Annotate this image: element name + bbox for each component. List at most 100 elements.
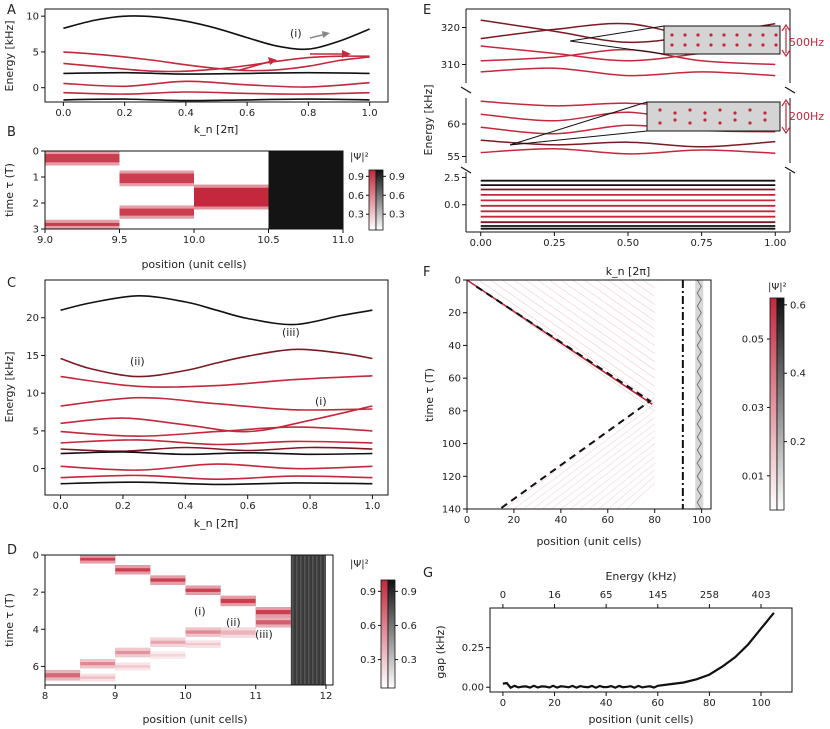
panel-d-wavepacket-block	[185, 627, 221, 637]
panel-f-faint-trace	[595, 279, 655, 322]
panel-a-gray-arrowhead	[322, 31, 330, 38]
panel-f-colorbar-red	[769, 297, 778, 511]
panel-f-faint-trace	[532, 417, 655, 510]
panel-f-colorbar-tick-label-gray: 0.2	[790, 437, 806, 448]
panel-d-wavepacket-edge	[115, 667, 151, 671]
panel-d-wavepacket-edge	[80, 678, 116, 682]
panel-b-colorbar-tick-label-gray: 0.9	[389, 172, 405, 183]
panel-f-colorbar-gray	[776, 297, 785, 511]
panel-d-wavepacket-block	[255, 607, 291, 618]
panel-c-band-line	[60, 375, 373, 388]
panel-b-wavepacket-block	[45, 151, 120, 166]
panel-e-inset-top-marker	[683, 43, 687, 47]
panel-d-wavepacket-edge	[80, 560, 116, 564]
panel-e-inset-mid-marker	[688, 108, 692, 112]
panel-d-ytick-label: 0	[33, 551, 39, 562]
panel-d-wavepacket-block	[220, 595, 256, 607]
panel-g-top-xlabel: Energy (kHz)	[605, 570, 676, 583]
panel-f-colorbar-tick-label-gray: 0.4	[790, 369, 806, 380]
panel-f-ytick-label: 60	[448, 374, 461, 385]
panel-d-colorbar-tick-label-gray: 0.6	[401, 621, 417, 632]
panel-e-inset-top-marker	[709, 43, 713, 47]
panel-e-xtick-label: 1.00	[764, 238, 786, 249]
panel-b-ytick-label: 1	[33, 173, 39, 184]
panel-e-axis-break	[460, 86, 472, 94]
panel-d-wavepacket-edge	[185, 633, 221, 637]
panel-d-colorbar-tick-label-red: 0.3	[360, 655, 376, 666]
panel-c-annotation-iii: (iii)	[282, 326, 300, 339]
panel-c-band-line	[60, 396, 373, 411]
panel-e-inset-top-marker	[722, 33, 726, 37]
panel-d-annotation-iii: (iii)	[255, 628, 273, 641]
panel-b-xtick-label: 10.0	[183, 235, 205, 246]
panel-d-wavepacket-edge	[220, 627, 256, 631]
panel-f-faint-trace	[619, 279, 655, 305]
panel-d-wavepacket-edge	[220, 603, 256, 607]
panel-g-top-tick-label: 403	[751, 590, 770, 601]
panel-g-xtick-label: 80	[703, 698, 716, 709]
panel-f-ytick-label: 120	[442, 472, 461, 483]
panel-e-axis-break	[784, 86, 796, 94]
panel-e-inset-mid-marker	[763, 118, 767, 122]
panel-d-wavepacket-edge	[80, 673, 116, 677]
panel-d-wavepacket-edge	[150, 581, 186, 585]
panel-f-faint-trace	[598, 462, 655, 510]
panel-e-xtick-label: 0.50	[617, 238, 639, 249]
panel-e-inset-mid-marker	[748, 121, 752, 125]
panel-b-wavepacket-block	[119, 170, 194, 187]
panel-g-top-tick-label: 0	[500, 590, 506, 601]
panel-f-xtick-label: 80	[648, 515, 661, 526]
panel-f-faint-trace	[588, 456, 655, 510]
panel-e-gap-label-500: 500Hz	[789, 36, 824, 49]
panel-f-xtick-label: 100	[692, 515, 711, 526]
panel-d-wavepacket-edge	[185, 591, 221, 595]
panel-e-bottom-ytick-label: 0.0	[444, 200, 460, 211]
panel-e-inset-mid-marker	[673, 111, 677, 115]
panel-f-colorbar-tick-label-red: 0.01	[742, 471, 764, 482]
panel-c-ytick-label: 15	[26, 351, 39, 362]
panel-d-wavepacket-edge	[80, 659, 116, 662]
panel-d-colorbar-red	[380, 579, 389, 689]
panel-f-faint-trace	[560, 279, 655, 346]
panel-b-xlabel: position (unit cells)	[141, 258, 246, 271]
panel-e-inset-top-marker	[735, 43, 739, 47]
panel-a-xtick-label: 0.0	[55, 108, 71, 119]
panel-d-xtick-label: 10	[179, 691, 192, 702]
panel-label-c: C	[7, 276, 16, 291]
panel-label-f: F	[423, 265, 430, 280]
panel-c-xlabel: k_n [2π]	[194, 517, 239, 530]
panel-f: 0 20 40 60 80 100 0 20 40 60 80 100 120 140 position…	[423, 276, 806, 549]
panel-e-inset-mid-marker	[703, 111, 707, 115]
panel-b-wavepacket-block	[45, 219, 120, 229]
panel-b-xtick-label: 9.0	[37, 235, 53, 246]
panel-e-xlabel: k_n [2π]	[606, 265, 651, 278]
panel-d-wavepacket-block	[150, 651, 186, 659]
panel-b-wavepacket-block	[119, 205, 194, 219]
panel-e-inset-mid-marker	[733, 111, 737, 115]
panel-e-inset-top-marker	[735, 33, 739, 37]
panel-e-top-ytick-label: 310	[441, 60, 460, 71]
panel-g-xtick-label: 100	[751, 698, 770, 709]
panel-e-inset-mid-marker	[718, 108, 722, 112]
panel-d-wavepacket-block	[150, 637, 186, 647]
panel-a-xlabel: k_n [2π]	[194, 123, 239, 136]
panel-b-edge-state-region	[268, 151, 343, 229]
panel-f-faint-trace	[642, 279, 655, 289]
panel-f-dashed-path	[475, 285, 652, 510]
panel-e-inset-top-marker	[709, 33, 713, 37]
panel-b-wavepacket-edge	[119, 215, 194, 219]
panel-f-ytick-label: 80	[448, 406, 461, 417]
panel-f-faint-trace	[490, 279, 655, 395]
panel-d-wavepacket-block	[80, 659, 116, 669]
panel-a-red-arrowhead-2	[342, 50, 351, 58]
panel-d-ytick-label: 4	[33, 625, 39, 636]
panel-d-wavepacket-edge	[220, 595, 256, 599]
panel-d-wavepacket-edge	[115, 565, 151, 569]
panel-b-wavepacket-edge	[194, 206, 269, 210]
panel-c-ytick-label: 10	[26, 389, 39, 400]
panel-f-background	[467, 280, 711, 509]
panel-d: 8 9 10 11 12 0 2 4 6 position (unit cells) time…	[3, 551, 417, 727]
panel-f-ylabel: time τ (T)	[423, 368, 436, 422]
panel-g-xtick-label: 0	[500, 698, 506, 709]
panel-e-middle-band-line	[480, 139, 776, 148]
